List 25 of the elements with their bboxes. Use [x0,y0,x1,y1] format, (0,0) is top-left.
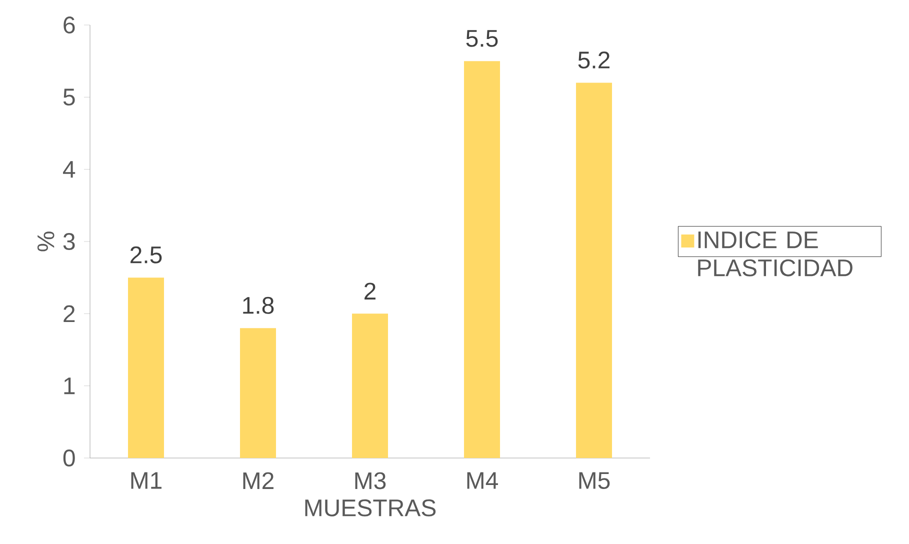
y-axis-title: % [37,232,54,252]
data-label: 5.2 [578,52,610,69]
data-label: 1.8 [243,296,274,314]
data-label: 5.5 [466,30,498,47]
x-tick-label: M2 [243,472,274,489]
data-label: 2 [364,282,376,300]
y-tick-label: 6 [64,16,75,34]
data-label: 2.5 [130,246,162,264]
y-tick-label: 4 [63,161,76,178]
y-tick-label: 3 [63,232,75,250]
x-tick-label: M3 [355,472,386,490]
x-tick-label: M1 [131,472,162,489]
y-tick-label: 0 [63,449,75,466]
bar [352,314,388,458]
legend-label: INDICE DE PLASTICIDAD [698,231,852,276]
y-tick-label: 1 [64,378,75,394]
bar [576,82,612,458]
y-tick-label: 5 [63,88,75,106]
bar [464,61,500,458]
bar [240,328,276,458]
y-tick-label: 2 [64,305,75,322]
bar [128,278,164,458]
x-tick-label: M5 [579,472,610,489]
x-tick-label: M4 [467,472,498,489]
x-axis-title: MUESTRAS [305,499,436,516]
